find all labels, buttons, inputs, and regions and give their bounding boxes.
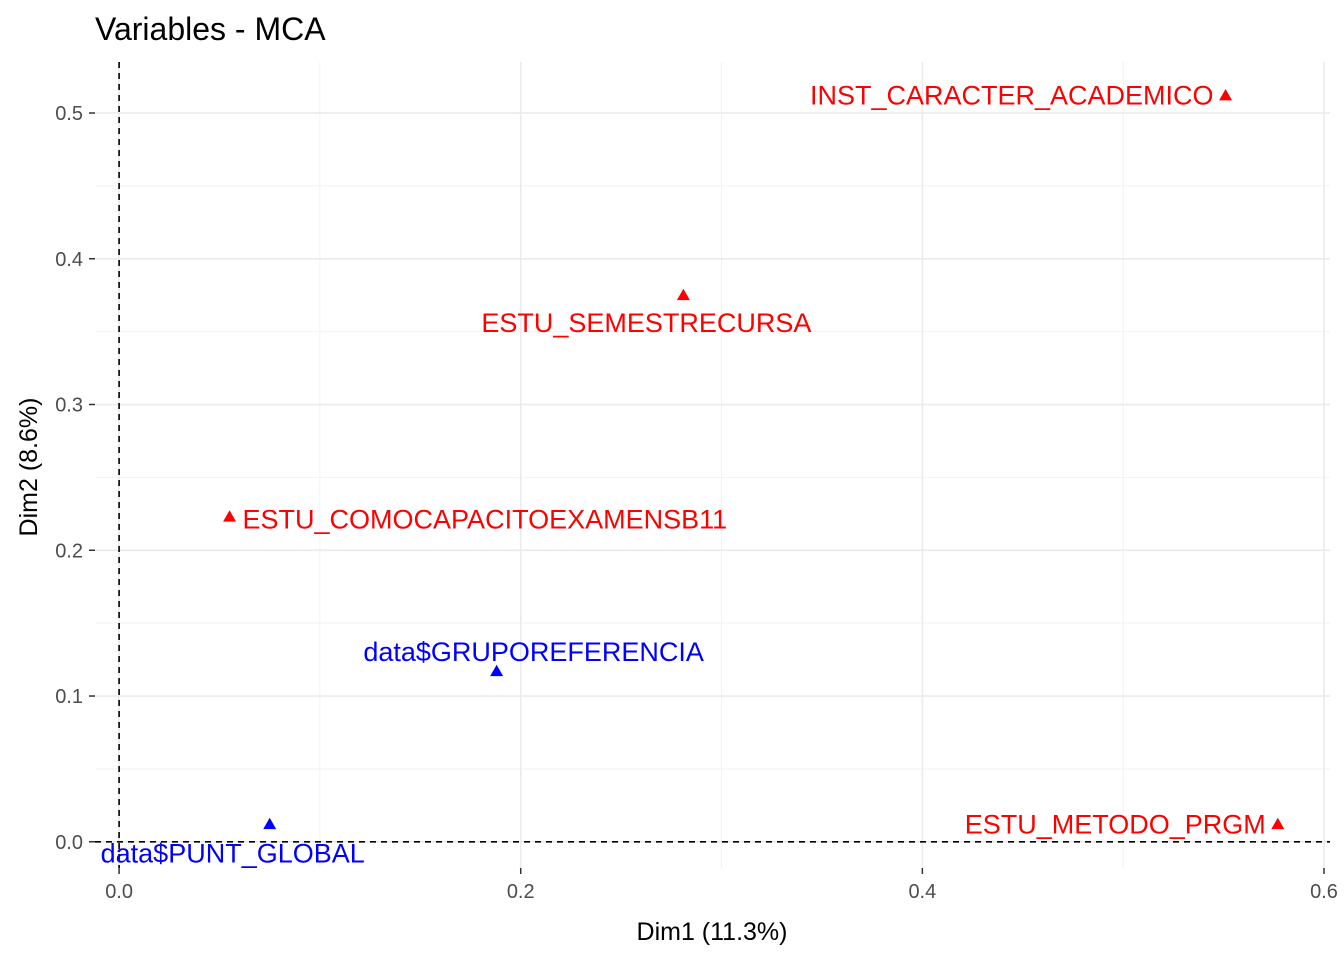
point-marker bbox=[1271, 817, 1285, 830]
y-tick-label: 0.2 bbox=[55, 540, 83, 562]
x-axis-title: Dim1 (11.3%) bbox=[637, 918, 788, 946]
point-label: ESTU_METODO_PRGM bbox=[965, 809, 1266, 839]
labels-layer: INST_CARACTER_ACADEMICO ESTU_SEMESTRECURS… bbox=[101, 81, 1266, 869]
point-marker bbox=[223, 510, 237, 522]
chart-title: Variables - MCA bbox=[95, 11, 326, 47]
point-label: ESTU_COMOCAPACITOEXAMENSB11 bbox=[243, 505, 728, 535]
point-label: data$PUNT_GLOBAL bbox=[101, 838, 365, 868]
x-tick-label: 0.2 bbox=[507, 881, 535, 903]
grid bbox=[95, 62, 1330, 868]
y-axis: 0.0 0.1 0.2 0.3 0.4 0.5 bbox=[55, 103, 95, 854]
point-label: INST_CARACTER_ACADEMICO bbox=[810, 81, 1214, 111]
x-tick-label: 0.0 bbox=[105, 881, 133, 903]
point-label: data$GRUPOREFERENCIA bbox=[363, 637, 704, 667]
y-tick-label: 0.3 bbox=[55, 395, 83, 417]
x-axis: 0.0 0.2 0.4 0.6 bbox=[105, 868, 1338, 903]
x-tick-label: 0.6 bbox=[1310, 881, 1338, 903]
y-tick-label: 0.0 bbox=[55, 832, 83, 854]
point-marker bbox=[676, 288, 690, 301]
y-tick-label: 0.1 bbox=[55, 686, 83, 708]
y-tick-label: 0.5 bbox=[55, 103, 83, 125]
y-axis-title: Dim2 (8.6%) bbox=[15, 398, 43, 537]
x-tick-label: 0.4 bbox=[908, 881, 936, 903]
y-tick-label: 0.4 bbox=[55, 249, 83, 271]
point-marker bbox=[263, 817, 277, 830]
point-label: ESTU_SEMESTRECURSA bbox=[481, 308, 811, 338]
points-layer bbox=[223, 89, 1285, 830]
point-marker bbox=[490, 664, 504, 677]
reference-lines bbox=[95, 62, 1330, 868]
point-marker bbox=[1219, 89, 1233, 101]
